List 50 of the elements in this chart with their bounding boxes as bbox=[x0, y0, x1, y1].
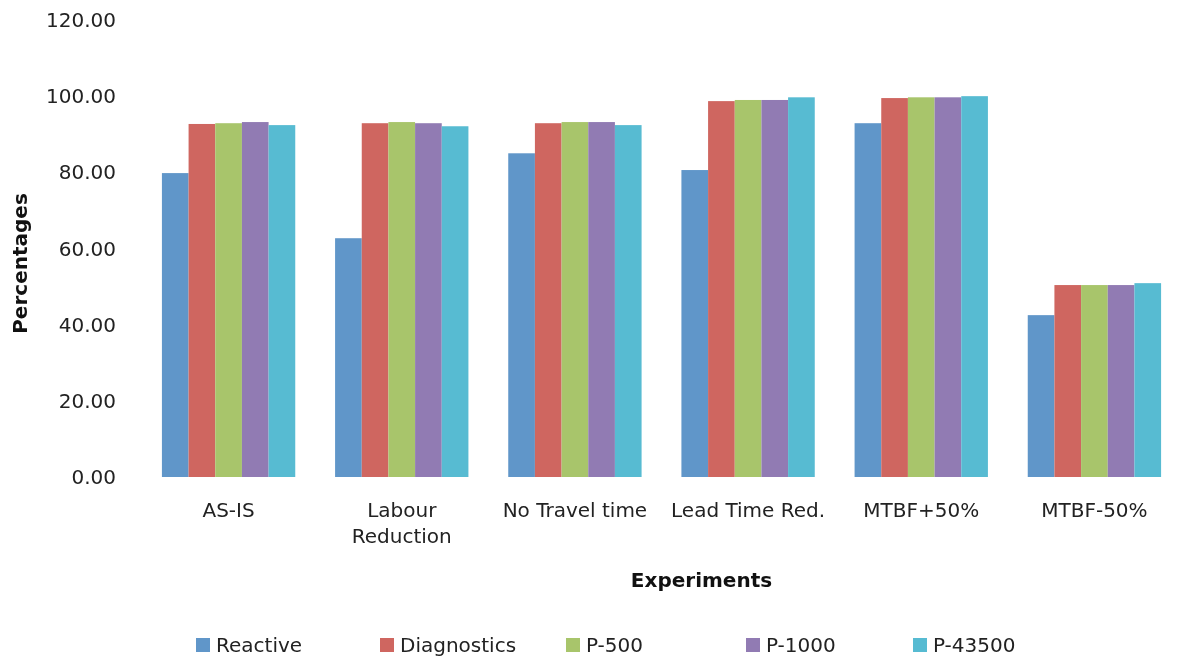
bar bbox=[215, 123, 242, 477]
bar bbox=[415, 123, 442, 477]
bar bbox=[188, 123, 216, 477]
bar bbox=[881, 98, 908, 477]
bar bbox=[788, 97, 815, 477]
x-tick-label: AS-IS bbox=[202, 498, 255, 522]
bar bbox=[734, 99, 762, 477]
bar bbox=[1054, 285, 1082, 477]
bar bbox=[854, 123, 882, 477]
legend-label: Diagnostics bbox=[400, 633, 517, 657]
y-tick-label: 20.00 bbox=[58, 388, 116, 413]
x-tick-label: MTBF+50% bbox=[863, 498, 980, 522]
x-axis-title: Experiments bbox=[630, 568, 773, 592]
legend-label: P-1000 bbox=[766, 633, 836, 657]
bar bbox=[1081, 285, 1108, 477]
bar bbox=[708, 101, 735, 477]
x-tick-label: Lead Time Red. bbox=[671, 498, 826, 522]
bar bbox=[961, 96, 988, 477]
bar bbox=[761, 99, 789, 477]
legend-label: P-43500 bbox=[933, 633, 1016, 657]
y-tick-label: 100.00 bbox=[46, 84, 116, 109]
y-tick-label: 60.00 bbox=[58, 236, 116, 261]
legend-label: Reactive bbox=[216, 633, 303, 657]
bar bbox=[934, 97, 962, 477]
y-tick-label: 40.00 bbox=[58, 312, 116, 337]
x-tick-label: MTBF-50% bbox=[1041, 498, 1148, 522]
x-tick-label: Labour Reduction bbox=[351, 498, 452, 548]
bar bbox=[614, 125, 642, 477]
bar bbox=[1134, 283, 1162, 477]
legend-label: P-500 bbox=[586, 633, 644, 657]
bar bbox=[361, 123, 389, 477]
bar bbox=[161, 173, 189, 477]
bar bbox=[335, 238, 362, 477]
bar bbox=[907, 97, 935, 477]
bar bbox=[1027, 315, 1055, 477]
bar bbox=[241, 122, 269, 477]
y-tick-label: 0.00 bbox=[71, 465, 116, 489]
bar bbox=[561, 122, 589, 477]
bar bbox=[1107, 285, 1135, 477]
bar bbox=[388, 122, 416, 477]
bar bbox=[268, 125, 296, 477]
y-axis-title: Percentages bbox=[8, 193, 32, 334]
bar bbox=[508, 153, 535, 477]
y-tick-label: 80.00 bbox=[58, 160, 116, 185]
bar bbox=[681, 170, 709, 477]
bar bbox=[534, 123, 562, 477]
x-tick-label: No Travel time bbox=[502, 498, 648, 522]
y-tick-label: 120.00 bbox=[46, 8, 116, 32]
bar bbox=[588, 122, 615, 477]
bar bbox=[441, 126, 469, 477]
